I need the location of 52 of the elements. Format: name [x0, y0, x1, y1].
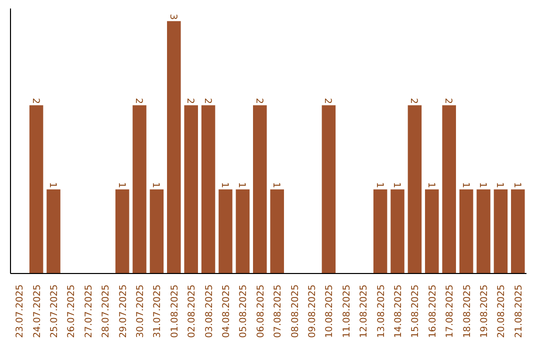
x-tick-label: 10.08.2025	[324, 284, 336, 338]
data-label: 1	[460, 182, 471, 188]
data-label: 2	[202, 98, 213, 104]
data-label: 2	[133, 98, 144, 104]
data-label: 1	[47, 182, 58, 188]
data-label: 2	[322, 98, 334, 104]
x-tick-label: 06.08.2025	[255, 284, 266, 338]
x-tick-label: 04.08.2025	[221, 284, 232, 338]
data-label: 1	[425, 182, 436, 188]
data-label: 2	[253, 98, 264, 104]
x-tick-label: 29.07.2025	[118, 284, 129, 338]
data-label: 1	[374, 182, 385, 188]
x-tick-label: 02.08.2025	[186, 284, 198, 338]
x-tick-label: 17.08.2025	[444, 284, 456, 338]
x-tick-label: 26.07.2025	[66, 284, 78, 338]
data-label: 2	[184, 98, 196, 104]
x-tick-label: 05.08.2025	[238, 284, 250, 338]
x-tick-label: 19.08.2025	[479, 284, 490, 338]
x-tick-label: 18.08.2025	[462, 284, 473, 338]
data-label: 1	[511, 182, 522, 188]
data-label: 1	[219, 182, 230, 188]
x-tick-label: 03.08.2025	[204, 284, 215, 338]
x-tick-label: 16.08.2025	[427, 284, 438, 338]
data-label: 1	[477, 182, 488, 188]
x-tick-label: 08.08.2025	[290, 284, 301, 338]
data-label: 1	[236, 182, 248, 188]
x-tick-label: 14.08.2025	[393, 284, 404, 338]
x-tick-label: 30.07.2025	[135, 284, 146, 338]
data-label: 3	[167, 14, 178, 20]
x-tick-label: 09.08.2025	[307, 284, 318, 338]
x-tick-label: 20.08.2025	[496, 284, 508, 338]
data-label: 1	[494, 182, 506, 188]
data-label: 2	[408, 98, 420, 104]
x-tick-label: 13.08.2025	[376, 284, 387, 338]
x-tick-label: 25.07.2025	[49, 284, 60, 338]
x-tick-label: 21.08.2025	[513, 284, 524, 338]
data-label: 2	[442, 98, 454, 104]
data-label: 1	[150, 182, 162, 188]
x-tick-label: 15.08.2025	[410, 284, 422, 338]
data-label: 1	[270, 182, 282, 188]
x-tick-label: 12.08.2025	[358, 284, 370, 338]
x-tick-label: 23.07.2025	[14, 284, 26, 338]
x-tick-label: 11.08.2025	[341, 284, 352, 338]
x-tick-label: 31.07.2025	[152, 284, 164, 338]
x-tick-label: 27.07.2025	[83, 284, 94, 338]
x-tick-label: 28.07.2025	[100, 284, 112, 338]
data-label: 1	[391, 182, 402, 188]
data-label: 1	[116, 182, 127, 188]
x-tick-label: 07.08.2025	[272, 284, 284, 338]
x-tick-label: 24.07.2025	[32, 284, 43, 338]
x-tick-label: 01.08.2025	[169, 284, 180, 338]
data-label: 2	[30, 98, 41, 104]
